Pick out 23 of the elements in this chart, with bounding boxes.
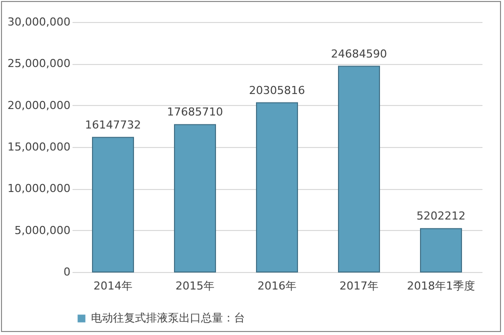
y-tick-label: 15,000,000 — [8, 140, 70, 154]
x-tick-label: 2018年1季度 — [407, 280, 475, 292]
bar — [174, 124, 216, 272]
bar — [338, 66, 380, 272]
y-tick-label: 0 — [64, 266, 70, 278]
y-tick-label: 30,000,000 — [8, 16, 70, 28]
legend-label: 电动往复式排液泵出口总量：台 — [91, 312, 245, 324]
x-tick-label: 2015年 — [176, 280, 214, 292]
data-label: 5202212 — [416, 210, 466, 223]
x-tick-label: 2016年 — [258, 280, 296, 292]
y-tick-label: 10,000,000 — [8, 182, 70, 196]
data-label: 24684590 — [331, 47, 387, 60]
y-tick-label: 5,000,000 — [14, 224, 70, 237]
y-tick-label: 25,000,000 — [8, 57, 70, 70]
data-label: 20305816 — [249, 84, 305, 97]
bar — [92, 136, 134, 272]
x-tick-label: 2014年 — [94, 280, 132, 292]
x-tick-label: 2017年 — [340, 280, 378, 292]
bar — [420, 228, 462, 272]
data-label: 17685710 — [167, 106, 223, 119]
y-tick-label: 20,000,000 — [8, 98, 70, 112]
data-label: 16147732 — [85, 118, 141, 132]
bar — [256, 102, 298, 272]
